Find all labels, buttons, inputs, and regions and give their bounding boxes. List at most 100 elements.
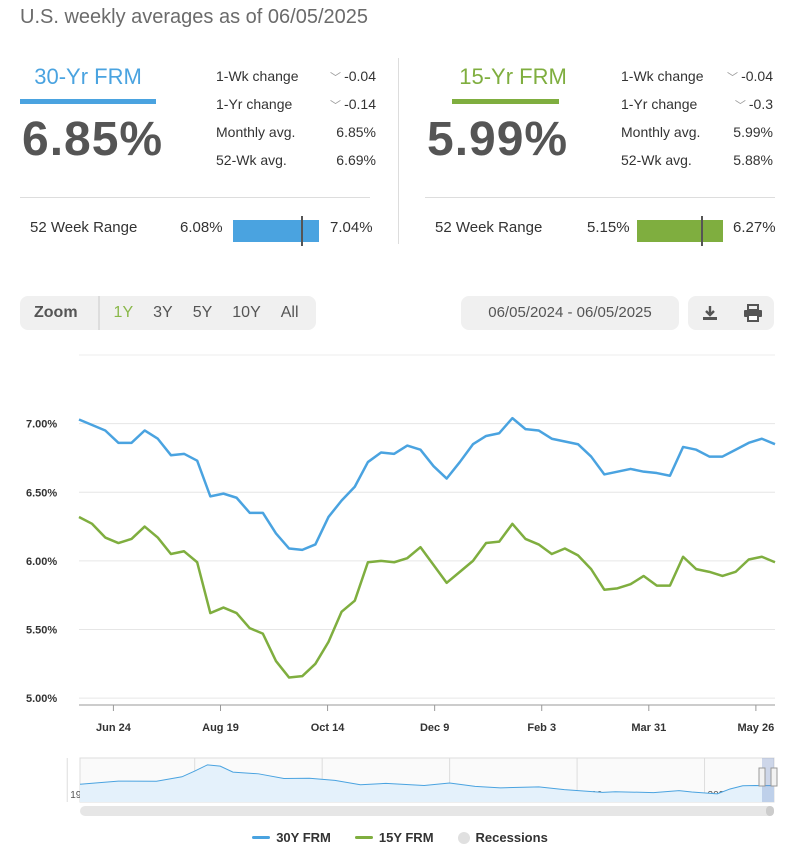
x-tick-label: Oct 14 — [311, 722, 346, 734]
zoom-all-button[interactable]: All — [280, 304, 299, 321]
page-subtitle: U.S. weekly averages as of 06/05/2025 — [20, 6, 368, 28]
stat-row: 52-Wk avg. 5.88% — [621, 146, 773, 174]
rate-underline — [452, 99, 559, 104]
stat-row: Monthly avg. 6.85% — [216, 118, 376, 146]
card-divider — [425, 197, 775, 198]
card-divider — [20, 197, 370, 198]
stat-row: 1-Wk change ﹀ -0.04 — [216, 62, 376, 90]
stat-label: 1-Yr change — [621, 96, 698, 112]
range-low: 5.15% — [587, 219, 630, 236]
stat-row: 1-Yr change ﹀ -0.14 — [216, 90, 376, 118]
chart-tools — [688, 296, 774, 330]
stat-value: 6.85% — [336, 124, 376, 140]
stat-value: 6.69% — [336, 152, 376, 168]
rate-card-30yr: 30-Yr FRM 6.85% 1-Wk change ﹀ -0.04 1-Yr … — [20, 56, 380, 246]
chevron-down-icon: ﹀ — [734, 99, 749, 112]
range-label: 52 Week Range — [30, 219, 138, 236]
range-high: 7.04% — [330, 219, 373, 236]
stat-label: 1-Wk change — [621, 68, 704, 84]
stat-value: ﹀ -0.14 — [330, 96, 376, 113]
range-current-marker — [700, 216, 703, 246]
legend-label: Recessions — [475, 830, 548, 845]
legend-swatch — [354, 836, 373, 839]
chevron-down-icon: ﹀ — [727, 71, 742, 84]
zoom-controls: Zoom 1Y 3Y 5Y 10Y All — [20, 296, 316, 330]
x-tick-label: Feb 3 — [527, 722, 556, 734]
stat-label: 52-Wk avg. — [216, 152, 287, 168]
x-tick-label: May 26 — [738, 722, 775, 734]
stat-number: -0.04 — [741, 67, 773, 84]
stat-value: ﹀ -0.3 — [735, 96, 773, 113]
rate-value: 6.85% — [22, 113, 164, 166]
stat-row: 1-Yr change ﹀ -0.3 — [621, 90, 773, 118]
stat-number: -0.04 — [344, 67, 376, 84]
y-tick-label: 6.00% — [26, 556, 57, 568]
stat-number: -0.14 — [344, 95, 376, 112]
scrollbar-thumb[interactable] — [766, 806, 774, 816]
x-tick-label: Dec 9 — [420, 722, 449, 734]
x-tick-label: Mar 31 — [631, 722, 666, 734]
legend-swatch — [252, 836, 271, 839]
navigator-handle-right[interactable] — [770, 767, 778, 787]
rate-underline — [20, 99, 156, 104]
stat-value: ﹀ -0.04 — [727, 68, 773, 85]
legend-dot — [457, 831, 470, 844]
plot-area — [79, 355, 775, 705]
print-icon — [743, 304, 762, 322]
rate-card-15yr: 15-Yr FRM 5.99% 1-Wk change ﹀ -0.04 1-Yr … — [425, 56, 785, 246]
navigator-series-line — [79, 764, 775, 795]
series-line-15y[interactable] — [78, 515, 776, 679]
zoom-10y-button[interactable]: 10Y — [232, 304, 261, 321]
x-tick-label: Jun 24 — [96, 722, 132, 734]
legend-label: 15Y FRM — [378, 830, 434, 845]
stat-label: Monthly avg. — [216, 124, 296, 140]
stat-label: Monthly avg. — [621, 124, 701, 140]
series-line-30y[interactable] — [78, 416, 776, 552]
chevron-down-icon: ﹀ — [330, 99, 345, 112]
rate-stats: 1-Wk change ﹀ -0.04 1-Yr change ﹀ -0.14 Mo… — [216, 62, 376, 174]
stat-label: 1-Wk change — [216, 68, 299, 84]
range-low: 6.08% — [180, 219, 223, 236]
rate-value: 5.99% — [427, 113, 569, 166]
y-tick-label: 5.00% — [26, 693, 57, 705]
range-current-marker — [300, 216, 303, 246]
date-range-display[interactable]: 06/05/2024 - 06/05/2025 — [461, 296, 679, 330]
range-bar — [637, 220, 723, 242]
range-label: 52 Week Range — [435, 219, 543, 236]
stat-value: ﹀ -0.04 — [330, 68, 376, 85]
rate-name: 15-Yr FRM — [459, 64, 567, 89]
stat-row: Monthly avg. 5.99% — [621, 118, 773, 146]
x-tick-label: Aug 19 — [202, 722, 239, 734]
chevron-down-icon: ﹀ — [330, 71, 345, 84]
zoom-5y-button[interactable]: 5Y — [192, 304, 213, 321]
y-tick-label: 5.50% — [26, 625, 57, 637]
zoom-label: Zoom — [20, 296, 100, 330]
zoom-3y-button[interactable]: 3Y — [153, 304, 173, 321]
legend-label: 30Y FRM — [276, 830, 331, 845]
stat-row: 52-Wk avg. 6.69% — [216, 146, 376, 174]
range-bar — [233, 220, 319, 242]
rate-name: 30-Yr FRM — [34, 64, 142, 89]
legend-item-recessions[interactable]: Recessions — [457, 830, 548, 845]
rate-stats: 1-Wk change ﹀ -0.04 1-Yr change ﹀ -0.3 Mon… — [621, 62, 773, 174]
chart-legend: 30Y FRM 15Y FRM Recessions — [0, 830, 800, 845]
stat-value: 5.88% — [733, 152, 773, 168]
navigator-scrollbar[interactable] — [80, 806, 774, 816]
download-button[interactable] — [698, 301, 722, 325]
stat-number: -0.3 — [748, 95, 773, 112]
stat-value: 5.99% — [733, 124, 773, 140]
range-high: 6.27% — [733, 219, 776, 236]
rate-chart[interactable]: 5.00% 5.50% 6.00% 6.50% 7.00% Jun 24 Aug 19 Oct… — [0, 350, 800, 830]
stat-label: 1-Yr change — [216, 96, 293, 112]
stat-row: 1-Wk change ﹀ -0.04 — [621, 62, 773, 90]
print-button[interactable] — [741, 301, 765, 325]
card-separator — [398, 58, 399, 244]
download-icon — [702, 306, 717, 320]
stat-label: 52-Wk avg. — [621, 152, 692, 168]
legend-item-30y[interactable]: 30Y FRM — [252, 830, 331, 845]
zoom-1y-button[interactable]: 1Y — [113, 304, 134, 321]
navigator-handle-left[interactable] — [758, 767, 766, 787]
y-tick-label: 6.50% — [26, 487, 57, 499]
legend-item-15y[interactable]: 15Y FRM — [354, 830, 434, 845]
y-tick-label: 7.00% — [26, 419, 57, 431]
